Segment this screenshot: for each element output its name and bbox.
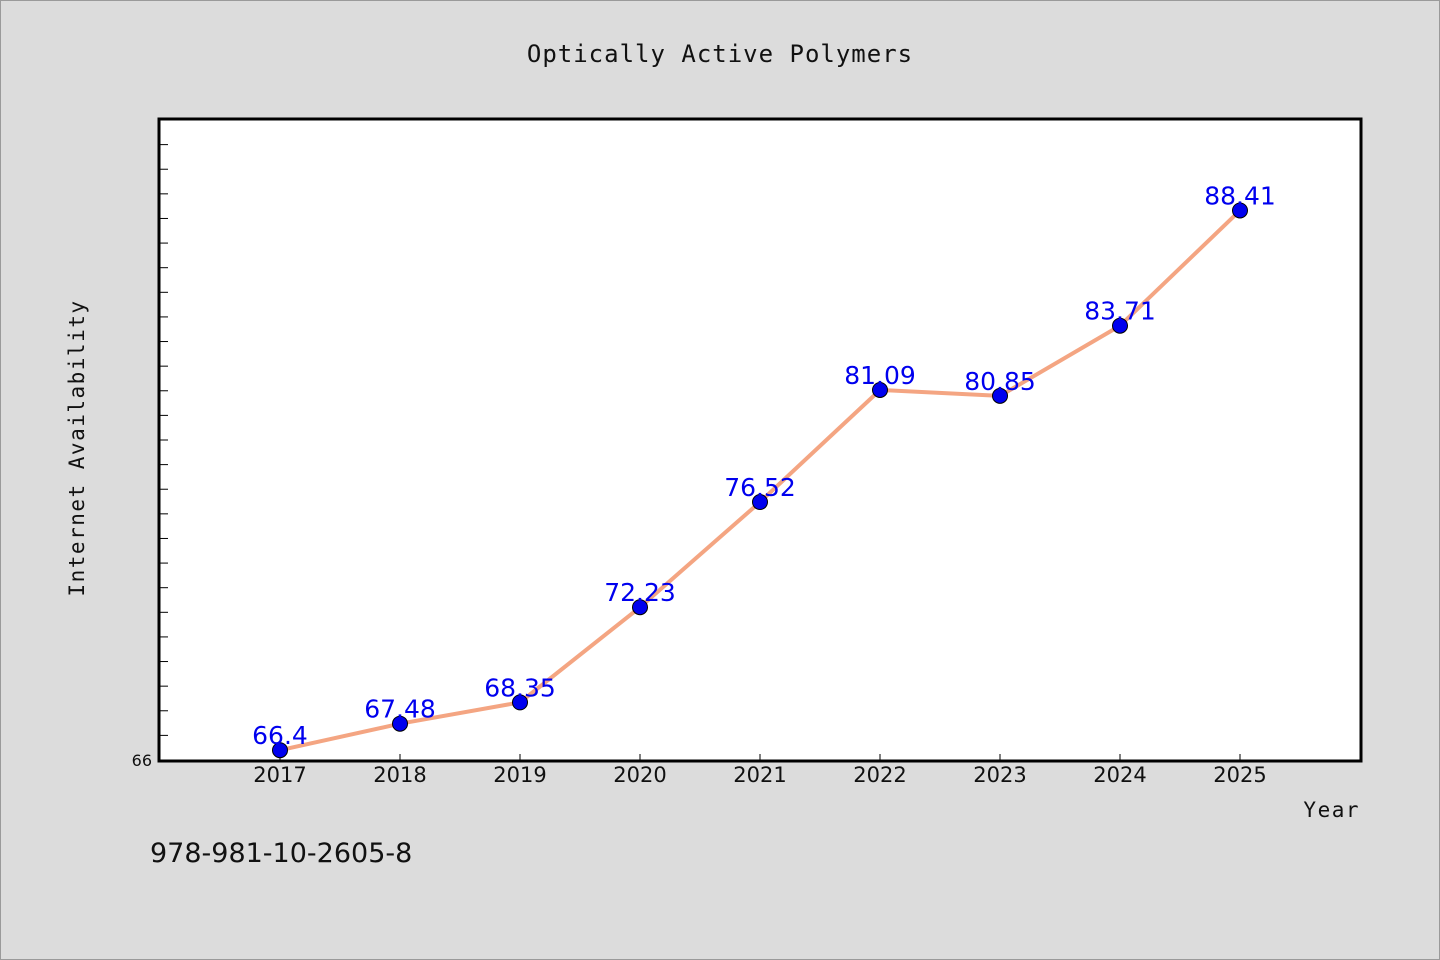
x-tick-label: 2020 [613,763,666,787]
x-tick-labels: 2017 2018 2019 2020 2021 2022 2023 2024 2025 [253,763,1266,787]
data-label: 81.09 [844,361,916,390]
x-tick-label: 2019 [493,763,546,787]
data-point [1112,317,1128,334]
data-label: 80.85 [964,367,1036,396]
x-tick-label: 2018 [373,763,426,787]
x-tick-label: 2017 [253,763,306,787]
data-label: 88.41 [1204,181,1276,210]
data-point [992,387,1008,404]
y-axis-label: Internet Availability [65,299,89,596]
y-axis-ticks [160,144,168,736]
footer-isbn: 978-981-10-2605-8 [150,838,412,869]
data-point [872,381,888,398]
data-point [392,715,408,732]
y-tick-label: 66 [132,751,152,770]
data-point [752,494,768,511]
x-tick-label: 2021 [733,763,786,787]
x-tick-label: 2023 [973,763,1026,787]
data-point [512,694,528,711]
data-label: 76.52 [724,473,796,502]
x-axis-label: Year [1303,798,1360,822]
plot-area [157,117,1363,763]
x-axis-ticks [159,754,1241,760]
data-label: 68.35 [484,673,556,702]
x-tick-label: 2022 [853,763,906,787]
data-point [1232,202,1248,219]
chart-title: Optically Active Polymers [527,40,913,68]
data-label: 83.71 [1084,297,1156,326]
x-tick-label: 2025 [1213,763,1266,787]
series: 66.4 67.48 68.35 72.23 76.52 81.09 80.85 83.71 8… [252,181,1276,759]
data-point [632,599,648,616]
data-label: 66.4 [252,721,308,750]
data-point [272,742,288,759]
data-label: 67.48 [364,695,436,724]
x-tick-label: 2024 [1093,763,1146,787]
data-label: 72.23 [604,578,676,607]
